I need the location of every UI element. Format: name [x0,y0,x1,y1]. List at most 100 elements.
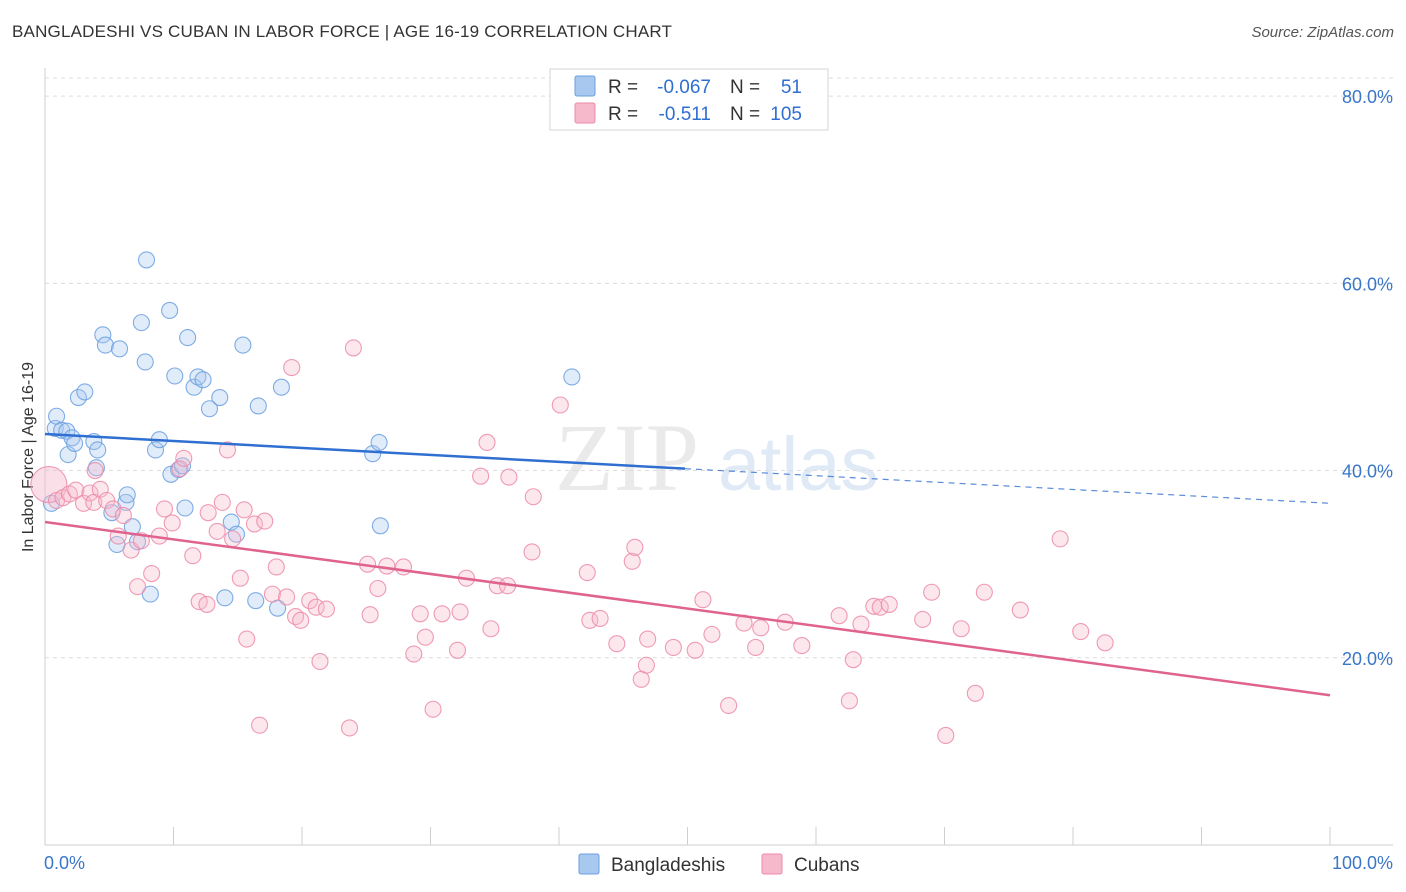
point-cubans [524,488,542,506]
point-cubans [478,433,496,452]
point-cubans [283,359,301,377]
legend: R = -0.067 N = 51 R = -0.511 N = 105 [549,68,829,131]
point-bangladeshis [563,368,581,386]
trendline-bangladeshis [44,432,685,470]
point-cubans [623,552,641,570]
point-cubans [830,607,848,625]
point-cubans [405,645,423,663]
point-cubans [937,726,955,745]
point-bangladeshis [66,434,84,452]
point-bangladeshis [161,301,179,320]
point-cubans [394,558,413,576]
point-cubans [793,637,811,655]
x-tick-label-max: 100.0% [1332,853,1393,873]
y-tick-label-80: 80.0% [1342,87,1393,107]
bottom-legend-label-bangladeshis: Bangladeshis [611,855,725,876]
point-cubans [639,630,657,648]
point-cubans [1011,601,1029,619]
point-cubans [378,557,396,575]
point-cubans [155,500,174,518]
point-cubans [278,588,296,606]
point-cubans [175,449,193,467]
point-cubans [923,583,941,601]
point-cubans [224,530,242,548]
point-cubans [880,595,898,613]
point-cubans [424,700,442,718]
legend-n-label-cubans: N = [730,104,760,125]
legend-r-label-bangladeshis: R = [608,77,638,98]
point-cubans [703,625,721,643]
point-cubans [340,719,359,737]
legend-n-label-bangladeshis: N = [730,77,760,98]
point-cubans [1072,623,1090,641]
point-cubans [1051,530,1069,548]
point-cubans [198,595,216,613]
point-cubans [844,651,862,669]
bottom-legend-swatch-bangladeshis [578,853,600,875]
point-cubans [184,547,202,565]
point-cubans [1096,634,1114,652]
point-cubans [171,460,189,478]
point-bangladeshis [234,336,252,354]
series-bangladeshis [42,251,581,617]
point-cubans [664,638,682,657]
point-cubans [720,696,738,715]
point-cubans [686,641,704,659]
point-bangladeshis [179,329,197,347]
legend-r-value-bangladeshis: -0.067 [657,77,711,98]
point-bangladeshis [118,486,136,504]
watermark-atlas: atlas [718,422,879,507]
point-cubans [523,543,541,561]
point-cubans [317,600,335,618]
point-cubans [235,501,253,519]
source-credit: Source: ZipAtlas.com [1251,24,1394,41]
point-bangladeshis [194,371,212,389]
point-cubans [86,461,104,480]
point-bangladeshis [249,397,267,415]
point-cubans [311,652,329,671]
x-tick-label-min: 0.0% [44,853,85,873]
point-bangladeshis [272,378,290,396]
y-tick-label-20: 20.0% [1342,649,1393,669]
point-bangladeshis [371,517,389,535]
point-bangladeshis [216,589,234,607]
point-cubans [245,515,264,533]
point-cubans [307,598,325,616]
point-cubans [292,611,310,629]
point-bangladeshis [247,592,265,610]
axes [44,68,1393,846]
point-cubans [591,609,609,628]
legend-r-value-cubans: -0.511 [659,104,711,125]
y-axis-label: In Labor Force | Age 16-19 [20,362,37,552]
point-bangladeshis [200,400,219,418]
legend-box [549,68,829,131]
legend-n-value-cubans: 105 [770,104,802,125]
point-cubans [840,692,858,710]
point-cubans [416,628,434,646]
point-bangladeshis [189,368,207,386]
point-bangladeshis [136,353,154,371]
point-bangladeshis [110,340,129,358]
point-bangladeshis [89,441,107,459]
chart-title: BANGLADESHI VS CUBAN IN LABOR FORCE | AG… [12,22,673,41]
point-cubans [344,339,362,357]
trendline-extension-bangladeshis [684,468,1331,504]
point-cubans [369,579,387,598]
bottom-legend-swatch-cubans [761,853,783,875]
point-cubans [626,538,644,556]
point-bangladeshis [94,326,112,344]
point-bangladeshis [176,499,194,517]
point-bangladeshis [211,388,229,407]
point-cubans [852,615,870,633]
point-cubans [104,500,122,518]
legend-swatch-bangladeshis [574,75,596,97]
point-cubans [578,564,596,582]
bottom-legend-label-cubans: Cubans [794,855,860,876]
point-cubans [747,638,765,657]
point-cubans [208,522,226,540]
point-cubans [238,630,256,648]
point-cubans [752,619,770,637]
point-cubans [256,512,274,530]
point-cubans [472,467,490,485]
